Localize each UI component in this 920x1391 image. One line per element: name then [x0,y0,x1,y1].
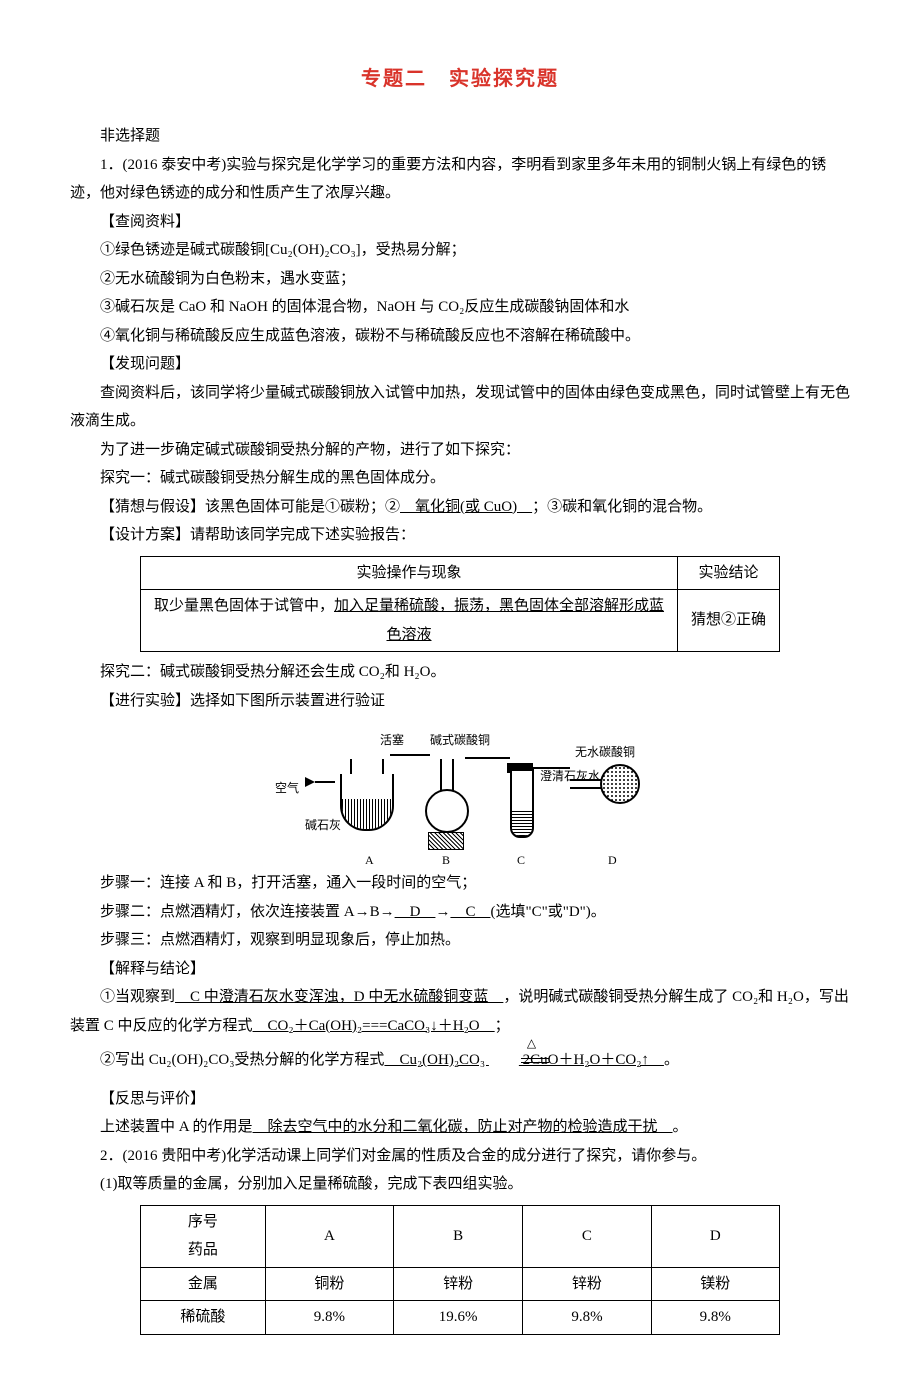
tbl2-head-label: 序号 药品 [141,1205,266,1267]
e1-blank1: C 中澄清石灰水变浑浊，D 中无水硫酸铜变蓝 [175,989,503,1005]
table-row: 金属 铜粉 锌粉 锌粉 镁粉 [141,1267,780,1301]
drying-bulb-icon [600,764,640,804]
tbl2-h0b: 药品 [149,1236,257,1265]
flask-neck-icon [440,759,454,791]
experiment-report-table: 实验操作与现象 实验结论 取少量黑色固体于试管中，加入足量稀硫酸，振荡，黑色固体… [140,556,780,653]
tbl2-r1-A: 铜粉 [265,1267,393,1301]
tbl2-r1-D: 镁粉 [651,1267,779,1301]
guess-post: ；③碳和氧化铜的混合物。 [532,499,712,515]
bulb-stem-icon [570,779,602,789]
q1-find-p1: 查阅资料后，该同学将少量碱式碳酸铜放入试管中加热，发现试管中的固体由绿色变成黑色… [70,379,850,436]
r-blank: 除去空气中的水分和二氧化碳，防止对产物的检验造成干扰 [253,1119,673,1135]
step2-mid: → [435,904,450,920]
label-air: 空气 [275,777,299,800]
page-title: 专题二 实验探究题 [70,60,850,98]
step2-pre: 步骤二：点燃酒精灯，依次连接装置 A→B→ [100,904,395,920]
tbl2-r2-A: 9.8% [265,1301,393,1335]
q1-step3: 步骤三：点燃酒精灯，观察到明显现象后，停止加热。 [70,926,850,955]
tbl2-r2-B: 19.6% [394,1301,523,1335]
q1-explain-2: ②写出 Cu₂(OH)₂CO₃受热分解的化学方程式 Cu₂(OH)₂CO₃ △ … [70,1046,850,1075]
connector-line [532,767,570,769]
apparatus-diagram: 空气 活塞 碱式碳酸铜 无水碳酸铜 澄清石灰水 碱石灰 A B C D [230,719,690,869]
q1-inquiry1: 探究一：碱式碳酸铜受热分解生成的黑色固体成分。 [70,464,850,493]
tbl2-r2-C: 9.8% [523,1301,651,1335]
r-post: 。 [673,1119,688,1135]
q1-lookup-heading: 【查阅资料】 [70,208,850,237]
section-heading: 非选择题 [70,122,850,151]
label-soda-lime: 碱石灰 [305,814,341,837]
tbl1-cell-op: 取少量黑色固体于试管中，加入足量稀硫酸，振荡，黑色固体全部溶解形成蓝色溶液 [141,590,678,652]
label-valve: 活塞 [380,729,404,752]
label-D: D [608,849,617,872]
tbl2-r1-label: 金属 [141,1267,266,1301]
tbl1-cell-concl: 猜想②正确 [678,590,780,652]
round-flask-icon [425,789,469,833]
q1-lookup-4: ④氧化铜与稀硫酸反应生成蓝色溶液，碳粉不与稀硫酸反应也不溶解在稀硫酸中。 [70,322,850,351]
tbl2-h0a: 序号 [149,1208,257,1237]
table-row: 实验操作与现象 实验结论 [141,556,780,590]
tbl2-head-C: C [523,1205,651,1267]
burner-icon [428,832,464,850]
tbl1-op-answer: 加入足量稀硫酸，振荡，黑色固体全部溶解形成蓝色溶液 [334,598,664,643]
tbl1-head-concl: 实验结论 [678,556,780,590]
tbl2-r1-B: 锌粉 [394,1267,523,1301]
e1-blank2: CO₂＋Ca(OH)₂===CaCO₃↓＋H₂O [253,1018,495,1034]
q1-step2: 步骤二：点燃酒精灯，依次连接装置 A→B→ D → C (选填"C"或"D")。 [70,898,850,927]
q1-guess: 【猜想与假设】该黑色固体可能是①碳粉；② 氧化铜(或 CuO) ；③碳和氧化铜的… [70,493,850,522]
tbl1-op-pre: 取少量黑色固体于试管中， [154,598,334,614]
connector-line [315,781,335,783]
step2-blank2: C [450,904,490,920]
q1-lead: 1．(2016 泰安中考)实验与探究是化学学习的重要方法和内容，李明看到家里多年… [70,151,850,208]
q1-explain-1: ①当观察到 C 中澄清石灰水变浑浊，D 中无水硫酸铜变蓝 ，说明碱式碳酸铜受热分… [70,983,850,1040]
q2-lead: 2．(2016 贵阳中考)化学活动课上同学们对金属的性质及合金的成分进行了探究，… [70,1142,850,1171]
q1-find-heading: 【发现问题】 [70,350,850,379]
e1-pre: ①当观察到 [100,989,175,1005]
q1-reflect-body: 上述装置中 A 的作用是 除去空气中的水分和二氧化碳，防止对产物的检验造成干扰 … [70,1113,850,1142]
q1-explain-heading: 【解释与结论】 [70,955,850,984]
label-B: B [442,849,450,872]
tbl2-head-D: D [651,1205,779,1267]
tbl2-head-B: B [394,1205,523,1267]
q1-lookup-3: ③碱石灰是 CaO 和 NaOH 的固体混合物，NaOH 与 CO₂反应生成碳酸… [70,293,850,322]
e2-post: 。 [664,1052,679,1068]
q1-design: 【设计方案】请帮助该同学完成下述实验报告： [70,521,850,550]
step2-blank1: D [395,904,436,920]
air-arrow-icon [305,777,315,787]
tbl2-r2-D: 9.8% [651,1301,779,1335]
table-row: 序号 药品 A B C D [141,1205,780,1267]
connector-line [390,754,430,756]
r-pre: 上述装置中 A 的作用是 [100,1119,253,1135]
step2-post: (选填"C"或"D")。 [490,904,605,920]
e2-pre: ②写出 Cu₂(OH)₂CO₃受热分解的化学方程式 [100,1052,384,1068]
tbl2-r1-C: 锌粉 [523,1267,651,1301]
test-tube-c-icon [510,769,534,838]
tbl1-head-op: 实验操作与现象 [141,556,678,590]
guess-pre: 【猜想与假设】该黑色固体可能是①碳粉；② [100,499,400,515]
label-basic-copper-carbonate: 碱式碳酸铜 [430,729,490,752]
q1-inquiry2: 探究二：碱式碳酸铜受热分解还会生成 CO₂和 H₂O。 [70,658,850,687]
u-tube-icon [340,774,394,831]
connector-line [465,757,510,759]
table-row: 取少量黑色固体于试管中，加入足量稀硫酸，振荡，黑色固体全部溶解形成蓝色溶液 猜想… [141,590,780,652]
q1-find-p2: 为了进一步确定碱式碳酸铜受热分解的产物，进行了如下探究： [70,436,850,465]
q1-step1: 步骤一：连接 A 和 B，打开活塞，通入一段时间的空气； [70,869,850,898]
label-A: A [365,849,374,872]
q1-doexp: 【进行实验】选择如下图所示装置进行验证 [70,687,850,716]
metals-experiment-table: 序号 药品 A B C D 金属 铜粉 锌粉 锌粉 镁粉 稀硫酸 9.8% 19… [140,1205,780,1335]
table-row: 稀硫酸 9.8% 19.6% 9.8% 9.8% [141,1301,780,1335]
guess-answer: 氧化铜(或 CuO) [400,499,532,515]
label-anhydrous-cuso4: 无水碳酸铜 [575,741,635,764]
q1-lookup-1: ①绿色锈迹是碱式碳酸铜[Cu₂(OH)₂CO₃]，受热易分解； [70,236,850,265]
q1-lookup-2: ②无水硫酸铜为白色粉末，遇水变蓝； [70,265,850,294]
q2-p1: (1)取等质量的金属，分别加入足量稀硫酸，完成下表四组实验。 [70,1170,850,1199]
e2-blank: Cu₂(OH)₂CO₃ △ 2CuO＋H₂O＋CO₂↑ [384,1052,664,1068]
label-C: C [517,849,525,872]
q1-reflect-heading: 【反思与评价】 [70,1085,850,1114]
tbl2-r2-label: 稀硫酸 [141,1301,266,1335]
tbl2-head-A: A [265,1205,393,1267]
